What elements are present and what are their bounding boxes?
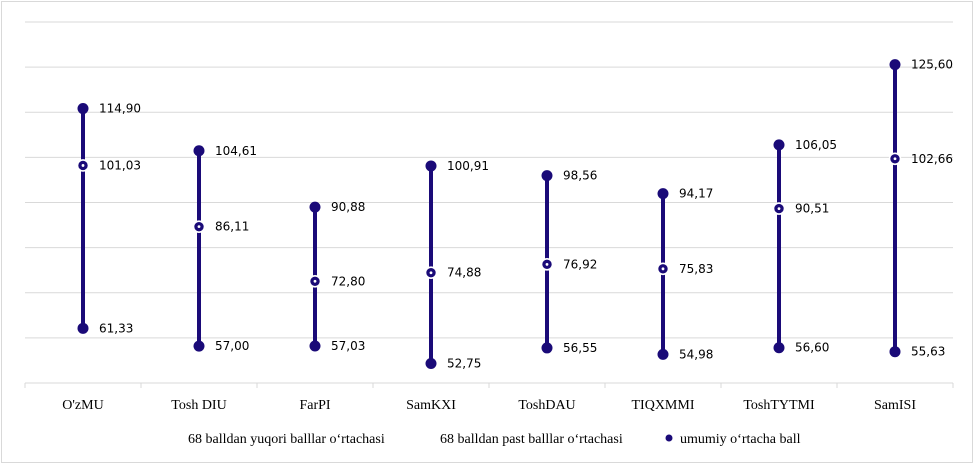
legend-label-mean: umumiy o‘rtacha ball	[680, 432, 801, 447]
legend-label-low: 68 balldan past balllar o‘rtachasi	[440, 432, 623, 447]
high-average-label: 100,91	[447, 159, 489, 173]
low-average-label: 57,03	[331, 339, 365, 353]
overall-average-label: 86,11	[215, 220, 249, 234]
high-average-marker	[657, 188, 669, 200]
low-average-marker	[425, 358, 437, 370]
high-average-label: 114,90	[99, 102, 141, 116]
low-average-marker	[77, 322, 89, 334]
x-tick-label: ToshTYTMI	[743, 398, 815, 413]
x-tick-label: O'zMU	[62, 398, 103, 413]
low-average-label: 55,63	[911, 345, 945, 359]
overall-average-label: 74,88	[447, 266, 481, 280]
low-average-label: 56,55	[563, 341, 597, 355]
high-average-marker	[541, 170, 553, 182]
overall-average-label: 101,03	[99, 158, 141, 172]
low-average-marker	[889, 346, 901, 358]
overall-average-marker-center	[429, 271, 433, 275]
high-average-label: 125,60	[911, 58, 953, 72]
low-average-label: 57,00	[215, 339, 249, 353]
legend: 68 balldan yuqori balllar o‘rtachasi 68 …	[188, 432, 801, 447]
x-tick-label: FarPI	[299, 398, 330, 413]
x-tick-label: SamISI	[874, 398, 916, 413]
x-tick-label: Tosh DIU	[171, 398, 226, 413]
x-tick-label: SamKXI	[406, 398, 456, 413]
high-average-label: 104,61	[215, 144, 257, 158]
low-average-marker	[773, 342, 785, 354]
high-average-label: 98,56	[563, 169, 597, 183]
x-axis: O'zMU Tosh DIU FarPI SamKXI ToshDAU TIQXMMI To…	[24, 382, 954, 413]
low-average-marker	[541, 342, 553, 354]
overall-average-label: 90,51	[795, 202, 829, 216]
high-average-marker	[773, 139, 785, 151]
high-average-marker	[425, 160, 437, 172]
overall-average-label: 102,66	[911, 152, 953, 166]
overall-average-marker-center	[197, 225, 201, 229]
overall-average-label: 75,83	[679, 262, 713, 276]
low-average-marker	[309, 340, 321, 352]
legend-marker-mean	[665, 434, 673, 442]
high-average-marker	[889, 59, 901, 71]
overall-average-marker-center	[661, 267, 665, 271]
gridlines	[25, 21, 953, 339]
low-average-label: 52,75	[447, 357, 481, 371]
high-average-marker	[193, 145, 205, 157]
high-average-marker	[77, 103, 89, 115]
overall-average-marker-center	[545, 262, 549, 266]
legend-label-high: 68 balldan yuqori balllar o‘rtachasi	[188, 432, 385, 447]
high-average-label: 106,05	[795, 138, 837, 152]
overall-average-marker-center	[81, 164, 85, 167]
x-tick-label: TIQXMMI	[632, 398, 695, 413]
overall-average-marker-center	[777, 207, 781, 211]
overall-average-marker-center	[313, 279, 317, 283]
low-average-label: 61,33	[99, 321, 133, 335]
high-average-label: 90,88	[331, 200, 365, 214]
low-average-marker	[193, 340, 205, 352]
x-tick-label: ToshDAU	[518, 398, 575, 413]
low-average-label: 56,60	[795, 341, 829, 355]
high-average-marker	[309, 201, 321, 213]
overall-average-marker-center	[893, 157, 897, 161]
high-average-label: 94,17	[679, 187, 713, 201]
overall-average-label: 76,92	[563, 257, 597, 271]
plot-area: 114,90 101,03 61,33 104,61 86,11 57,00 90,88 72…	[76, 58, 953, 371]
overall-average-label: 72,80	[331, 274, 365, 288]
low-average-marker	[657, 348, 669, 360]
low-average-label: 54,98	[679, 347, 713, 361]
